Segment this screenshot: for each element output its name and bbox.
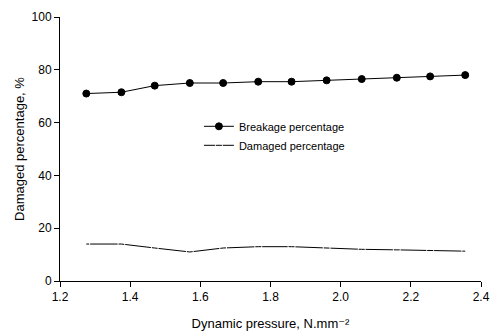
svg-text:1.2: 1.2 — [52, 290, 69, 304]
svg-text:0: 0 — [45, 274, 52, 288]
svg-text:100: 100 — [32, 10, 52, 24]
svg-text:Breakage percentage: Breakage percentage — [239, 121, 344, 133]
svg-text:Damaged percentage: Damaged percentage — [239, 140, 345, 152]
svg-text:40: 40 — [38, 169, 52, 183]
svg-text:2.2: 2.2 — [402, 290, 419, 304]
svg-text:1.6: 1.6 — [192, 290, 209, 304]
svg-text:80: 80 — [38, 63, 52, 77]
svg-text:2.4: 2.4 — [473, 290, 490, 304]
svg-text:60: 60 — [38, 116, 52, 130]
svg-text:1.8: 1.8 — [262, 290, 279, 304]
svg-text:1.4: 1.4 — [122, 290, 139, 304]
svg-text:2.0: 2.0 — [332, 290, 349, 304]
svg-text:20: 20 — [38, 221, 52, 235]
svg-text:Damaged percentage, %: Damaged percentage, % — [12, 77, 27, 221]
svg-text:Dynamic pressure, N.mm⁻²: Dynamic pressure, N.mm⁻² — [192, 316, 350, 331]
